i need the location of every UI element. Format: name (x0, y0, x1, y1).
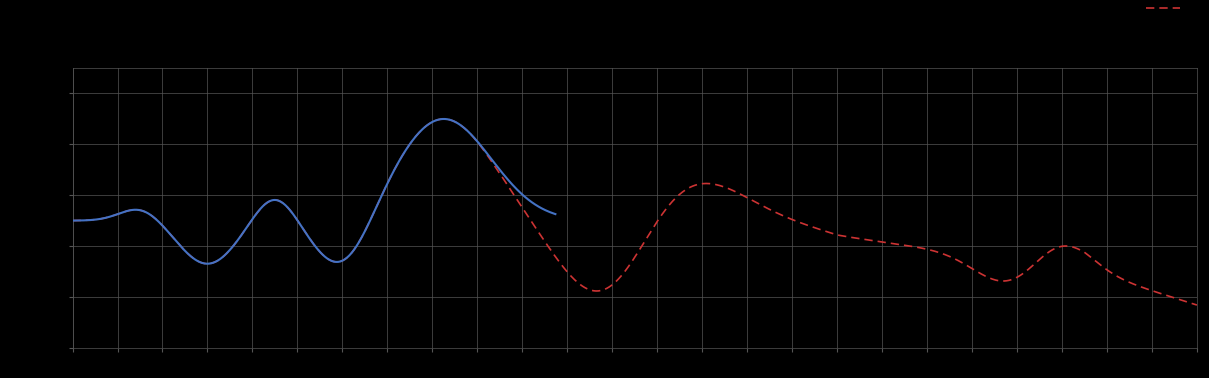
Legend: , : , (1140, 0, 1190, 22)
